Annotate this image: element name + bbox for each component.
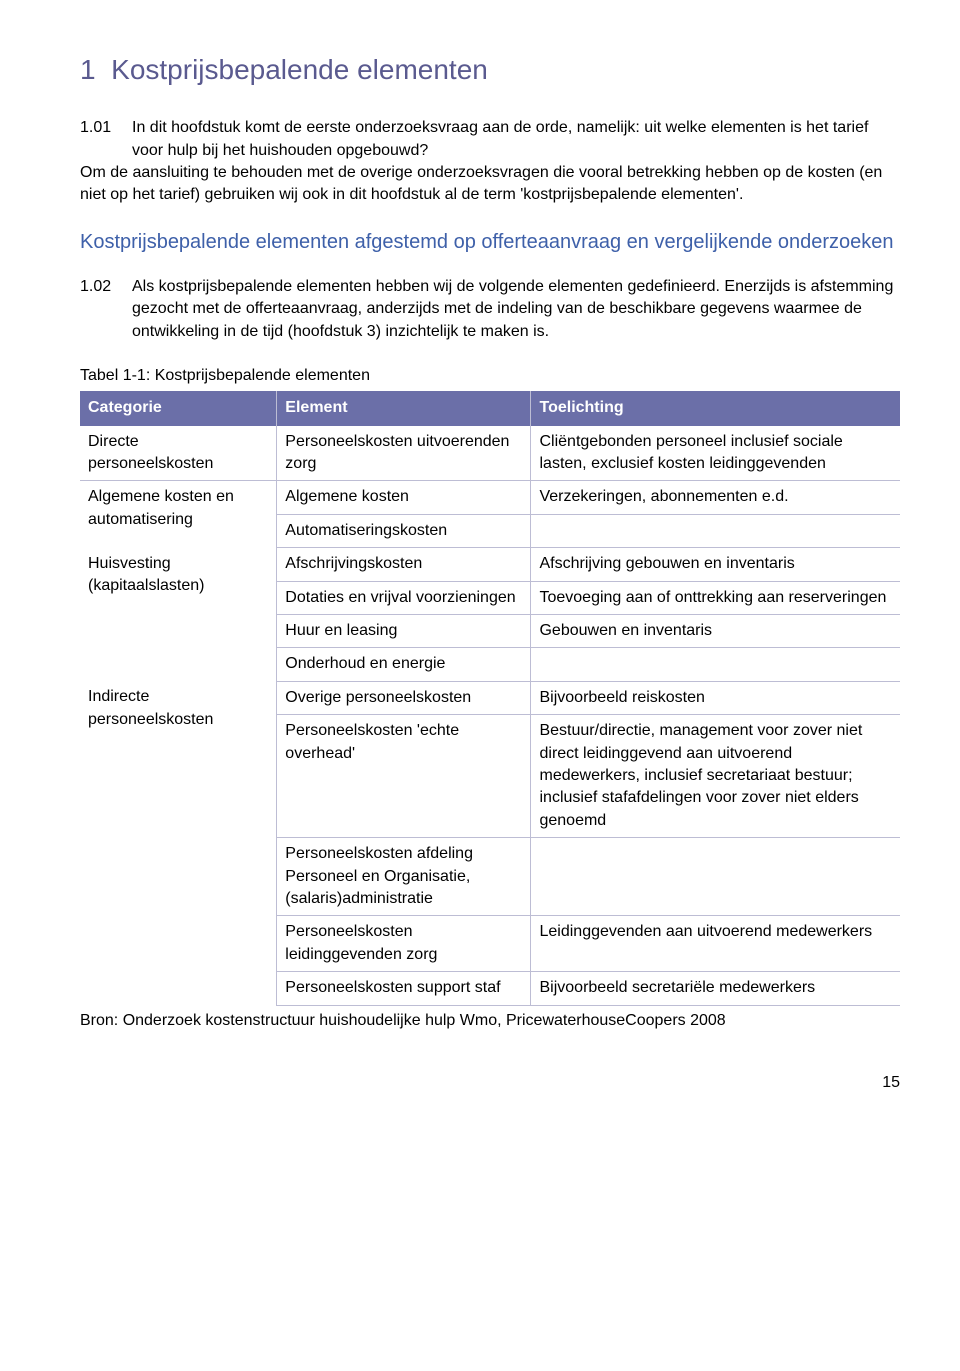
cell-explanation: Bijvoorbeeld secretariële medewerkers: [531, 972, 900, 1005]
cell-explanation: Gebouwen en inventaris: [531, 615, 900, 648]
cell-explanation: Afschrijving gebouwen en inventaris: [531, 548, 900, 581]
cell-explanation: Leidinggevenden aan uitvoerend medewerke…: [531, 916, 900, 972]
cell-element: Personeelskosten support staf: [277, 972, 531, 1005]
cell-explanation: [531, 514, 900, 547]
cell-element: Personeelskosten leidinggevenden zorg: [277, 916, 531, 972]
cell-category: Algemene kosten en automatisering: [80, 481, 277, 548]
chapter-number: 1: [80, 54, 96, 85]
table-row: Algemene kosten en automatisering Algeme…: [80, 481, 900, 514]
page-number: 15: [80, 1072, 900, 1094]
cell-category: Indirecte personeelskosten: [80, 681, 277, 1005]
cell-element: Onderhoud en energie: [277, 648, 531, 681]
cell-explanation: [531, 648, 900, 681]
cell-element: Overige personeelskosten: [277, 681, 531, 714]
table-row: Indirecte personeelskosten Overige perso…: [80, 681, 900, 714]
table-row: Huisvesting (kapitaalslasten) Afschrijvi…: [80, 548, 900, 581]
table-caption: Tabel 1-1: Kostprijsbepalende elementen: [80, 365, 900, 387]
col-header-element: Element: [277, 391, 531, 425]
cell-explanation: [531, 838, 900, 916]
cell-explanation: Toevoeging aan of onttrekking aan reserv…: [531, 581, 900, 614]
cell-element: Personeelskosten 'echte overhead': [277, 715, 531, 838]
cell-element: Personeelskosten afdeling Personeel en O…: [277, 838, 531, 916]
para-text: Als kostprijsbepalende elementen hebben …: [132, 276, 900, 343]
chapter-title: 1 Kostprijsbepalende elementen: [80, 50, 900, 89]
table-header-row: Categorie Element Toelichting: [80, 391, 900, 425]
cell-explanation: Bestuur/directie, management voor zover …: [531, 715, 900, 838]
col-header-category: Categorie: [80, 391, 277, 425]
para-number: 1.02: [80, 276, 132, 343]
chapter-title-text: Kostprijsbepalende elementen: [111, 54, 488, 85]
section-heading: Kostprijsbepalende elementen afgestemd o…: [80, 229, 900, 256]
cell-explanation: Verzekeringen, abonnementen e.d.: [531, 481, 900, 514]
cell-element: Afschrijvingskosten: [277, 548, 531, 581]
table-row: Directe personeelskosten Personeelskoste…: [80, 426, 900, 481]
para-number: 1.01: [80, 117, 132, 162]
cell-element: Huur en leasing: [277, 615, 531, 648]
cell-element: Automatiseringskosten: [277, 514, 531, 547]
para-continuation: Om de aansluiting te behouden met de ove…: [80, 162, 900, 207]
col-header-explanation: Toelichting: [531, 391, 900, 425]
cost-elements-table: Categorie Element Toelichting Directe pe…: [80, 391, 900, 1005]
para-text: In dit hoofdstuk komt de eerste onderzoe…: [132, 117, 900, 162]
cell-element: Dotaties en vrijval voorzieningen: [277, 581, 531, 614]
cell-element: Algemene kosten: [277, 481, 531, 514]
cell-explanation: Bijvoorbeeld reiskosten: [531, 681, 900, 714]
cell-category: Directe personeelskosten: [80, 426, 277, 481]
cell-explanation: Cliëntgebonden personeel inclusief socia…: [531, 426, 900, 481]
cell-category: Huisvesting (kapitaalslasten): [80, 548, 277, 682]
table-source: Bron: Onderzoek kostenstructuur huishoud…: [80, 1010, 900, 1032]
cell-element: Personeelskosten uitvoerenden zorg: [277, 426, 531, 481]
